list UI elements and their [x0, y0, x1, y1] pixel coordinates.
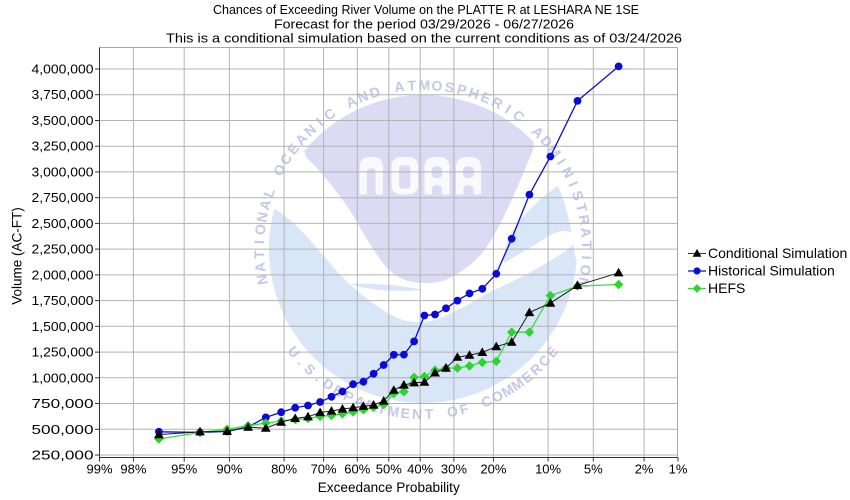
svg-text:H: H	[467, 84, 482, 102]
svg-text:1%: 1%	[669, 462, 688, 477]
svg-text:Volume (AC-FT): Volume (AC-FT)	[10, 207, 25, 305]
svg-text:I: I	[554, 156, 570, 168]
svg-text:2,750,000: 2,750,000	[32, 190, 94, 205]
svg-text:70%: 70%	[311, 462, 337, 477]
svg-text:A: A	[252, 261, 269, 273]
svg-text:95%: 95%	[171, 462, 197, 477]
svg-text:50%: 50%	[376, 462, 402, 477]
svg-text:Conditional Simulation: Conditional Simulation	[708, 245, 847, 261]
svg-text:60%: 60%	[344, 462, 370, 477]
svg-text:500,000: 500,000	[32, 422, 94, 437]
svg-text:N: N	[412, 406, 423, 422]
svg-text:N: N	[253, 273, 271, 286]
svg-text:A: A	[393, 78, 405, 95]
svg-text:M: M	[386, 402, 400, 420]
svg-text:2,500,000: 2,500,000	[32, 216, 94, 231]
svg-text:99%: 99%	[86, 462, 112, 477]
svg-text:N: N	[253, 211, 271, 224]
svg-text:2%: 2%	[635, 462, 654, 477]
svg-text:This is a conditional simulati: This is a conditional simulation based o…	[166, 31, 682, 46]
svg-text:Chances of Exceeding River Vol: Chances of Exceeding River Volume on the…	[213, 2, 639, 17]
svg-text:90%: 90%	[216, 462, 242, 477]
svg-text:1,250,000: 1,250,000	[32, 345, 94, 360]
svg-text:T: T	[251, 250, 267, 260]
svg-text:I: I	[579, 255, 595, 260]
svg-text:750,000: 750,000	[32, 396, 94, 411]
svg-text:HEFS: HEFS	[708, 280, 745, 296]
svg-text:1,000,000: 1,000,000	[32, 370, 94, 385]
svg-text:3,750,000: 3,750,000	[32, 87, 94, 102]
svg-text:A: A	[578, 227, 595, 239]
svg-text:2,000,000: 2,000,000	[32, 267, 94, 282]
svg-text:1,500,000: 1,500,000	[32, 319, 94, 334]
svg-text:30%: 30%	[441, 462, 467, 477]
svg-text:3,500,000: 3,500,000	[32, 113, 94, 128]
svg-text:3,000,000: 3,000,000	[32, 164, 94, 179]
svg-text:M: M	[419, 77, 431, 93]
svg-text:A: A	[256, 198, 274, 212]
svg-text:5%: 5%	[584, 462, 603, 477]
svg-text:10%: 10%	[535, 462, 561, 477]
svg-text:I: I	[502, 101, 514, 117]
svg-text:Exceedance Probability: Exceedance Probability	[318, 480, 460, 495]
svg-text:T: T	[407, 77, 417, 94]
svg-text:3,250,000: 3,250,000	[32, 139, 94, 154]
svg-text:S: S	[444, 79, 456, 96]
svg-text:O: O	[252, 223, 269, 236]
svg-text:Historical Simulation: Historical Simulation	[708, 263, 835, 279]
svg-text:T: T	[424, 406, 434, 422]
svg-text:I: I	[565, 179, 581, 189]
svg-text:80%: 80%	[271, 462, 297, 477]
svg-text:I: I	[251, 240, 267, 245]
svg-text:1,750,000: 1,750,000	[32, 293, 94, 308]
svg-text:2,250,000: 2,250,000	[32, 242, 94, 257]
svg-text:P: P	[455, 81, 468, 99]
svg-text:40%: 40%	[407, 462, 433, 477]
svg-text:4,000,000: 4,000,000	[32, 62, 94, 77]
svg-text:Forecast for the period 03/29/: Forecast for the period 03/29/2026 - 06/…	[274, 16, 574, 31]
svg-text:O: O	[431, 77, 443, 94]
svg-text:O: O	[446, 402, 460, 420]
svg-text:D: D	[368, 83, 382, 101]
svg-text:T: T	[579, 240, 595, 249]
svg-text:O: O	[577, 264, 594, 277]
svg-text:250,000: 250,000	[32, 448, 94, 463]
svg-text:20%: 20%	[480, 462, 506, 477]
svg-text:98%: 98%	[120, 462, 146, 477]
svg-text:E: E	[400, 405, 411, 422]
